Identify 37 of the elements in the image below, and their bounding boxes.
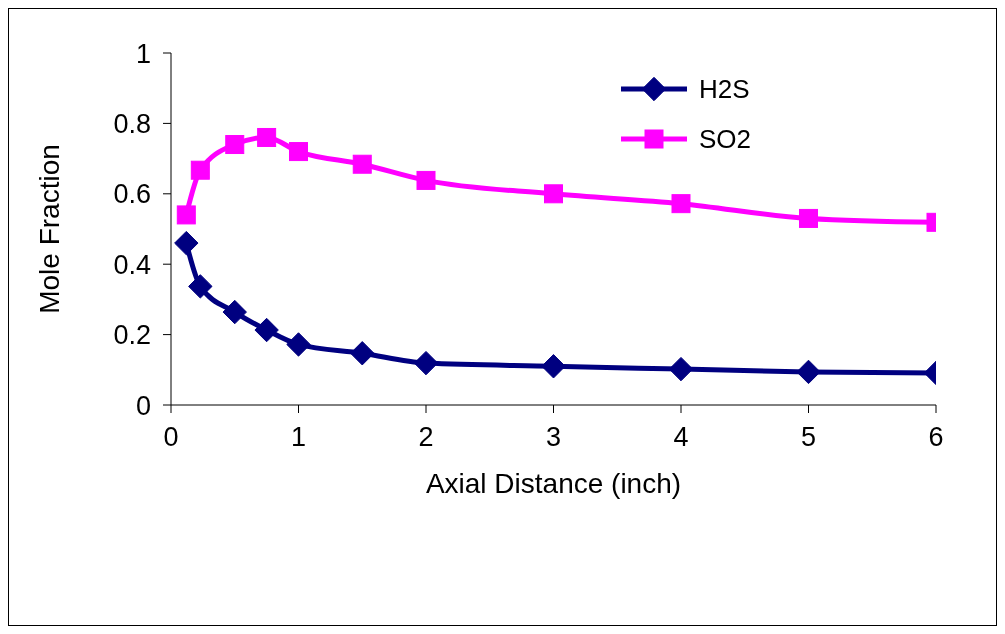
x-tick-label: 3 [545, 422, 562, 453]
x-axis-title: Axial Distance (inch) [425, 468, 682, 499]
point [350, 341, 375, 366]
legend-label: SO2 [699, 123, 752, 155]
y-axis-title: Mole Fraction [33, 144, 65, 314]
point [413, 350, 439, 376]
x-tick-label: 1 [290, 422, 307, 453]
point [416, 170, 436, 190]
x-tick-label: 2 [418, 422, 434, 453]
y-tick-label: 0.2 [113, 320, 151, 351]
point [796, 359, 821, 385]
y-tick-label: 1 [135, 38, 151, 69]
point [222, 299, 247, 325]
point [799, 208, 818, 228]
point [188, 274, 213, 299]
point [257, 127, 277, 147]
point [225, 135, 245, 155]
point [174, 230, 199, 256]
point [671, 194, 691, 214]
point [176, 205, 196, 225]
point [668, 356, 694, 382]
x-tick-label: 4 [673, 422, 689, 453]
point [289, 142, 308, 162]
y-tick-label: 0.6 [113, 179, 151, 210]
y-tick-label: 0.4 [113, 249, 151, 280]
point [544, 184, 563, 204]
x-tick-label: 0 [163, 422, 179, 453]
point [352, 154, 372, 174]
legend-label: H2S [699, 73, 750, 105]
y-tick-label: 0.8 [113, 108, 151, 139]
point [286, 332, 311, 357]
x-tick-label: 5 [800, 422, 817, 453]
point [190, 160, 210, 180]
y-tick-label: 0 [135, 390, 151, 421]
point [254, 317, 279, 343]
x-tick-label: 6 [928, 422, 944, 453]
point [541, 354, 566, 379]
